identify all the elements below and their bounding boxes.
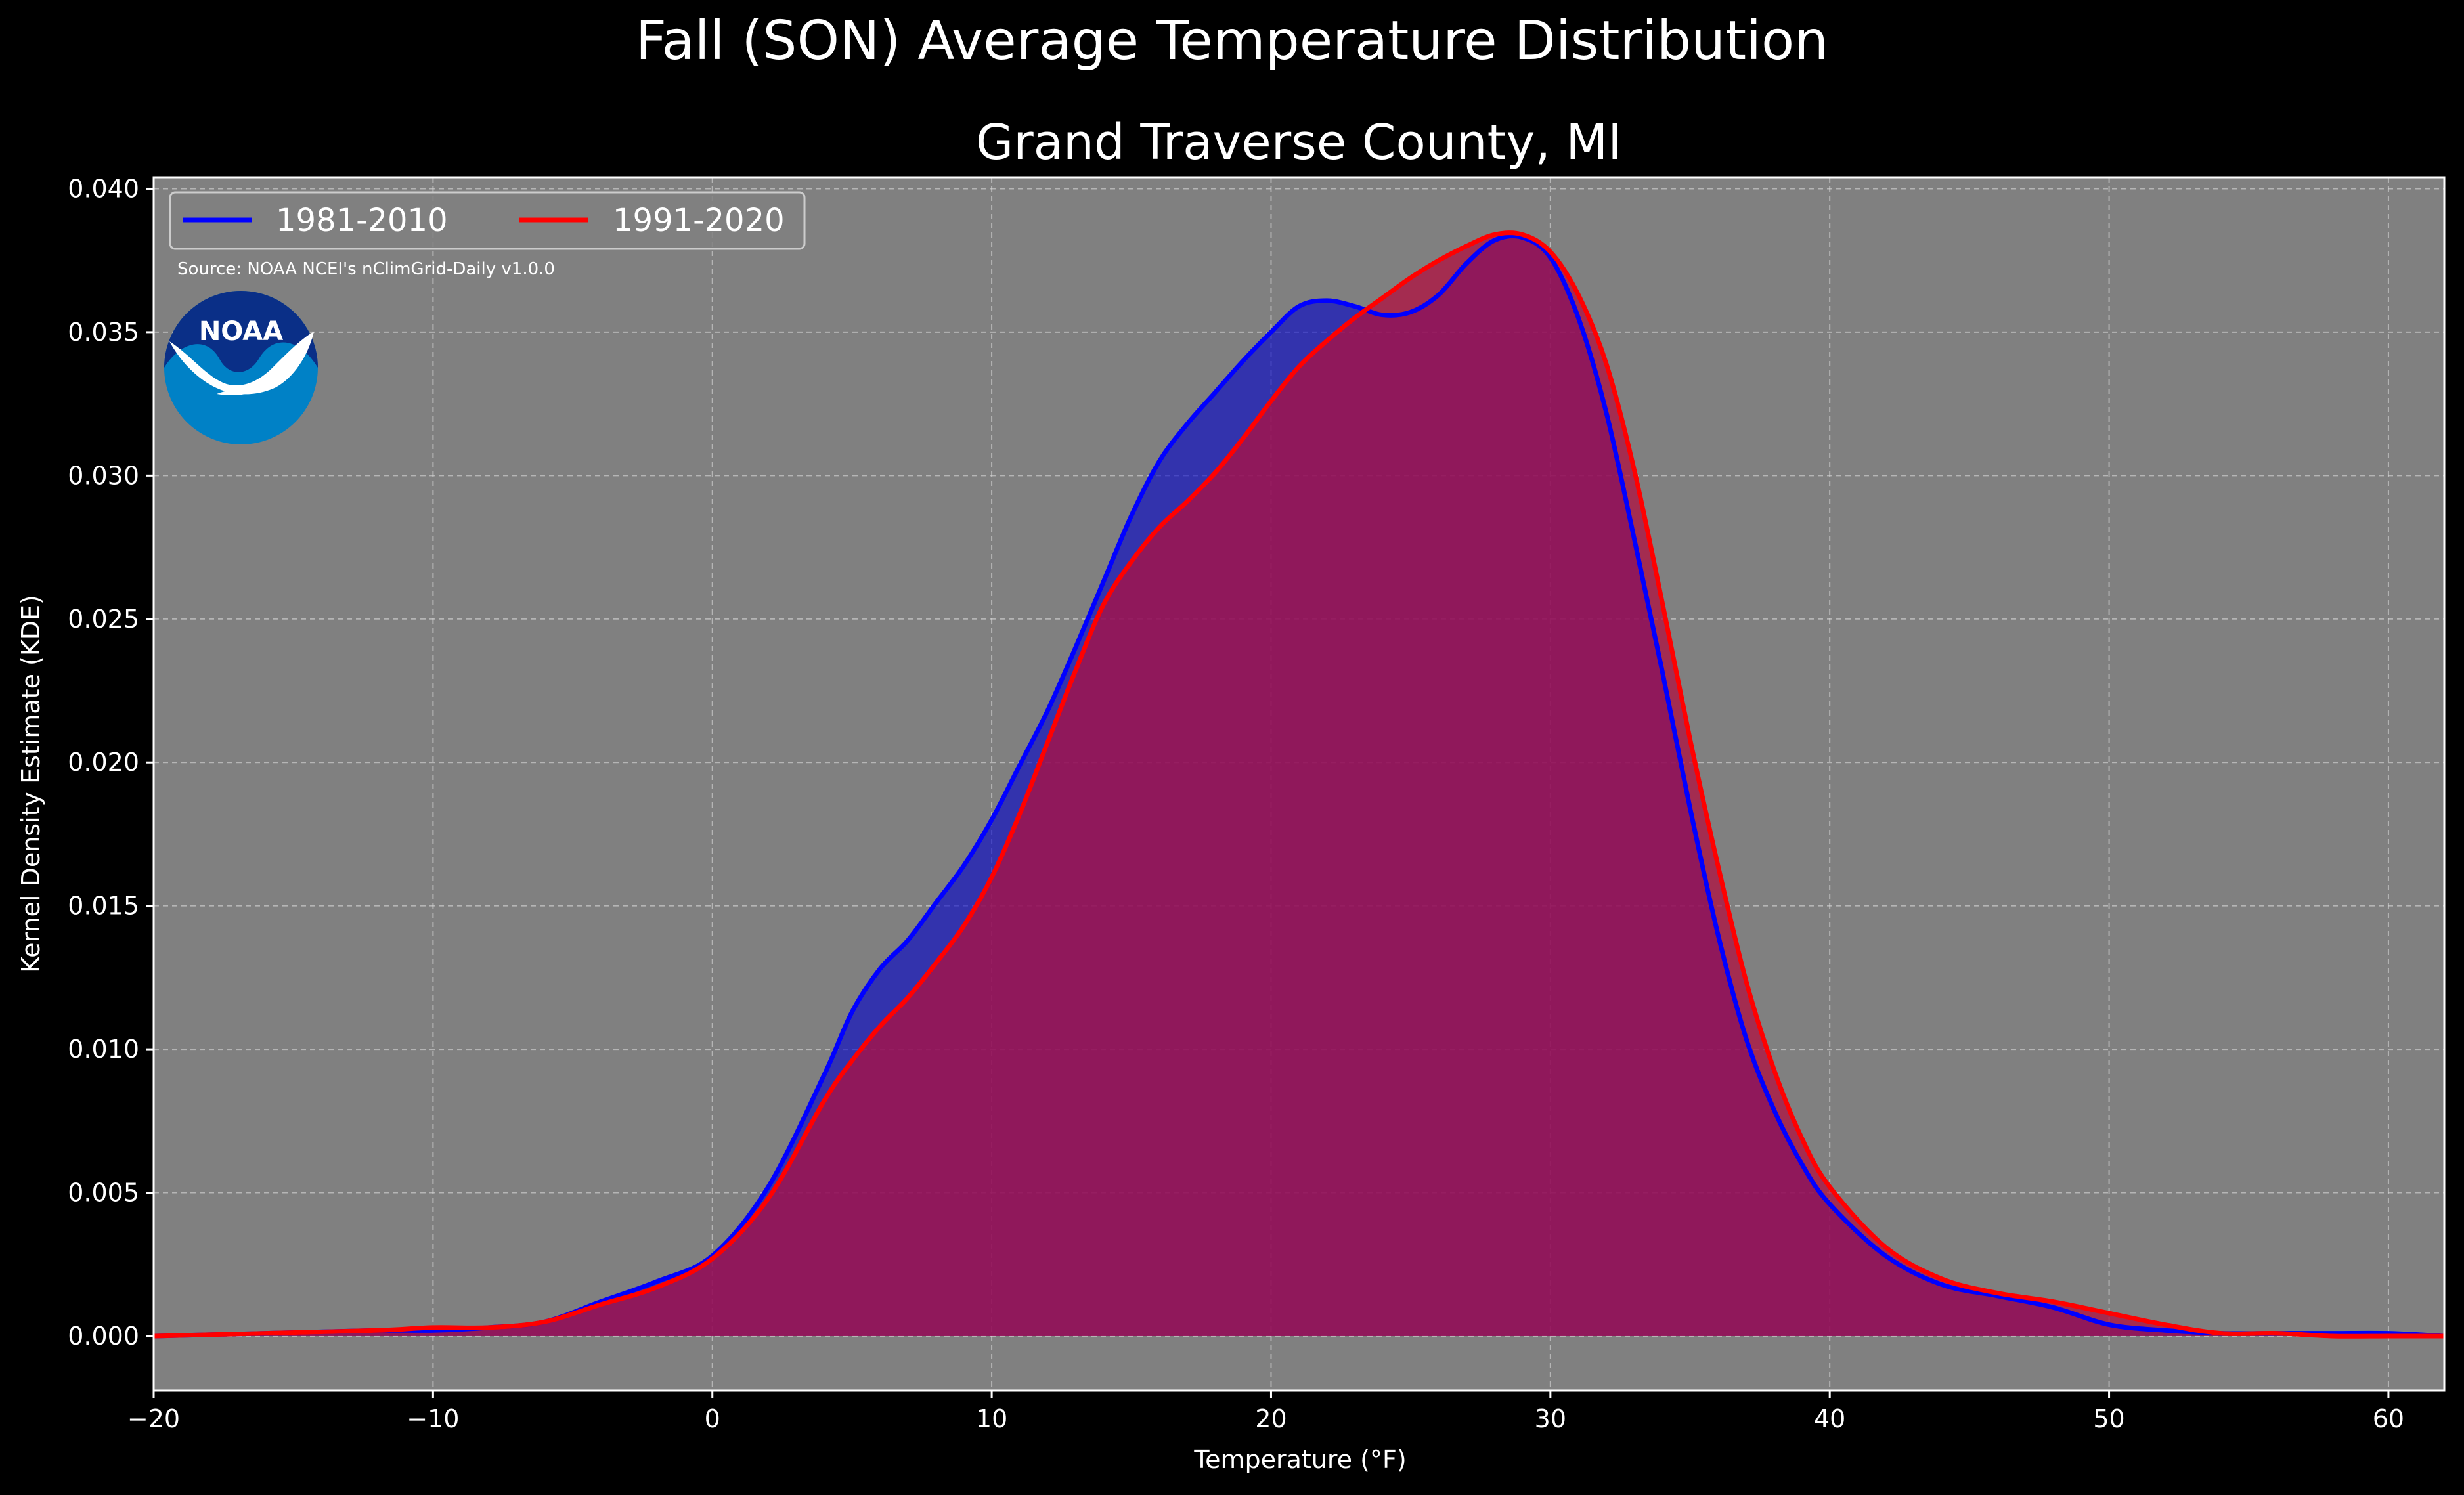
plot-frame: [152, 176, 2446, 1392]
x-tick-label: 30: [1535, 1404, 1566, 1433]
y-axis-ticks: 0.000 0.005 0.010 0.015 0.020 0.025 0.030 0.035…: [68, 174, 154, 1351]
series-group: [153, 230, 2445, 1339]
y-tick-label: 0.010: [68, 1035, 139, 1064]
noaa-logo-inner-field: [164, 291, 318, 372]
x-tick-label: −10: [407, 1404, 459, 1433]
x-tick-label: 60: [2373, 1404, 2404, 1433]
chart-title: Fall (SON) Average Temperature Distribut…: [636, 10, 1828, 72]
noaa-logo-text: NOAA: [199, 316, 283, 347]
series-area-1991-2020: [154, 232, 2444, 1337]
x-tick-label: 40: [1814, 1404, 1845, 1433]
y-tick-label: 0.000: [68, 1322, 139, 1351]
y-tick-label: 0.035: [68, 318, 139, 347]
x-tick-label: 20: [1255, 1404, 1287, 1433]
legend: 1981-2010 1991-2020: [169, 191, 806, 250]
y-axis-label: Kernel Density Estimate (KDE): [16, 595, 45, 973]
x-tick-label: 0: [705, 1404, 720, 1433]
chart-subtitle: Grand Traverse County, MI: [976, 114, 1622, 171]
x-tick-label: 50: [2093, 1404, 2124, 1433]
y-tick-label: 0.025: [68, 605, 139, 634]
y-tick-label: 0.015: [68, 892, 139, 921]
y-tick-label: 0.030: [68, 461, 139, 490]
source-annotation: Source: NOAA NCEI's nClimGrid-Daily v1.0…: [177, 259, 555, 279]
legend-label-1991-2020: 1991-2020: [613, 202, 785, 239]
noaa-logo-bird-tail: [217, 381, 271, 395]
x-tick-label: 10: [976, 1404, 1007, 1433]
legend-label-1981-2010: 1981-2010: [276, 202, 448, 239]
x-axis-ticks: −20 −10 0 10 20 30 40 50 60: [127, 1391, 2404, 1433]
x-tick-label: −20: [127, 1404, 180, 1433]
noaa-logo-bird: [169, 332, 314, 395]
y-tick-label: 0.020: [68, 748, 139, 777]
series-line-1991-2020: [153, 230, 2444, 1339]
x-axis-label: Temperature (°F): [1193, 1445, 1406, 1474]
series-line-1981-2010: [153, 233, 2445, 1339]
y-tick-label: 0.040: [68, 174, 139, 203]
legend-box: [169, 191, 806, 250]
noaa-logo: NOAA: [164, 291, 318, 444]
y-tick-label: 0.005: [68, 1179, 139, 1207]
